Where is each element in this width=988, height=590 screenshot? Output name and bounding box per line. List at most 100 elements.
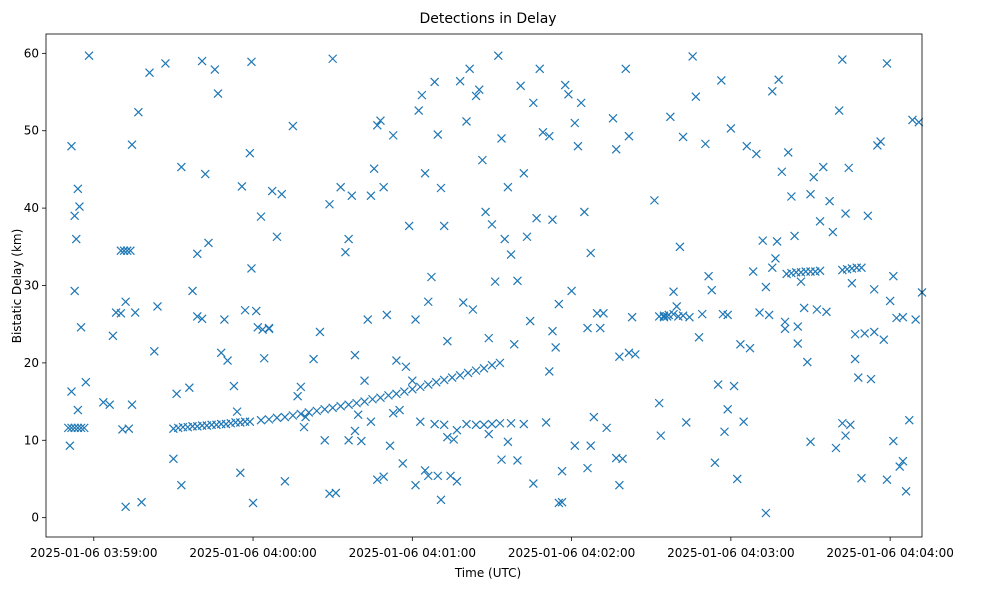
scatter-point [850,329,860,339]
scatter-point [247,264,256,273]
scatter-point [850,354,860,364]
scatter-point [704,271,713,281]
scatter-point [122,246,132,256]
x-tick-label: 2025-01-06 04:00:00 [189,546,316,560]
scatter-point [541,418,551,427]
scatter-point [570,441,580,451]
scatter-point [583,463,592,473]
scatter-point [869,327,879,337]
scatter-point [223,356,232,365]
scatter-point [557,497,567,507]
scatter-point [458,298,468,307]
scatter-point [484,429,494,439]
scatter-point [806,189,815,199]
scatter-point [799,303,809,313]
scatter-point [411,315,420,324]
scatter-point [67,141,76,151]
scatter-point [888,271,898,281]
scatter-point [172,389,182,399]
scatter-point [436,495,446,505]
scatter-point [818,162,828,172]
scatter-point [264,414,274,424]
scatter-point [479,420,489,430]
scatter-point [304,407,314,417]
scatter-point [627,312,637,322]
scatter-point [869,284,879,294]
scatter-point [876,137,886,146]
scatter-point [669,309,678,319]
scatter-point [388,130,398,140]
scatter-point [76,423,86,433]
scatter-point [280,476,290,486]
scatter-point [439,420,449,430]
scatter-point [216,348,226,358]
scatter-point [350,426,360,436]
scatter-point [407,384,417,394]
scatter-point [844,163,854,173]
scatter-point [401,362,411,372]
scatter-point [423,297,433,307]
scatter-point [723,404,733,414]
scatter-point [430,77,440,87]
scatter-point [548,326,557,336]
scatter-point [213,89,223,99]
scatter-point [790,231,800,241]
scatter-point [360,376,369,386]
scatter-point [133,107,143,117]
scatter-point [726,123,736,133]
scatter-point [793,322,803,331]
scatter-point [557,466,567,476]
scatter-point [320,404,330,414]
scatter-point [544,131,554,141]
scatter-point [513,455,522,465]
scatter-point [882,58,892,68]
scatter-point [369,164,379,174]
scatter-point [739,417,749,427]
scatter-point [742,141,752,151]
scatter-point [256,415,266,425]
scatter-point [188,286,197,296]
scatter-point [280,412,290,422]
scatter-point [130,308,140,318]
scatter-point [513,276,522,286]
scatter-point [707,285,717,295]
y-tick-label: 10 [24,433,39,447]
scatter-point [535,64,545,74]
scatter-point [901,486,911,496]
scatter-point [296,382,306,392]
scatter-point [204,238,213,248]
scatter-point [503,437,513,447]
scatter-point [882,475,892,485]
scatter-point [119,246,129,256]
scatter-point [240,305,250,315]
scatter-point [554,299,564,309]
scatter-point [67,387,76,396]
scatter-point [382,310,392,320]
scatter-point [455,76,465,86]
y-axis: 0 10 20 30 40 50 60 [24,46,46,525]
scatter-point [471,366,481,376]
scatter-point [312,406,322,416]
scatter-point [551,342,561,352]
scatter-point [121,297,131,307]
scatter-point [439,221,449,231]
scatter-point [363,315,373,324]
scatter-point [783,147,793,157]
scatter-point [301,412,311,422]
scatter-point [391,389,401,399]
scatter-point [567,286,577,296]
scatter-point [105,400,115,410]
scatter-point [414,106,424,116]
scatter-point [495,418,505,428]
scatter-point [669,287,678,297]
scatter-point [675,242,685,252]
scatter-point [116,308,126,318]
scatter-point [898,456,908,466]
scatter-point [774,75,784,85]
scatter-point [780,317,790,327]
scatter-point [845,420,855,430]
scatter-point [802,357,812,367]
scatter-point [825,196,835,206]
scatter-point [914,117,924,127]
